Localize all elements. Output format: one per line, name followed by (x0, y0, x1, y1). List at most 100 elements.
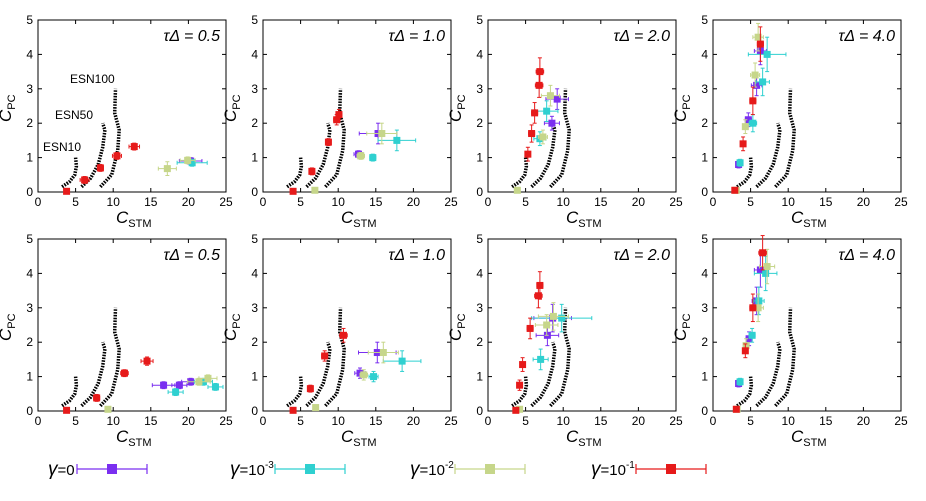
x-axis-label-sub: STM (803, 437, 826, 449)
panel-label: τΔ = 1.0 (388, 28, 445, 45)
y-tick-label: 3 (26, 82, 33, 96)
x-axis-label-sub: STM (128, 218, 151, 230)
x-axis-label-main: C (791, 208, 804, 227)
data-point (543, 107, 551, 115)
y-axis-label: CPC (221, 94, 243, 122)
data-point (370, 373, 378, 381)
x-tick-label: 0 (260, 414, 267, 428)
data-point (113, 152, 121, 160)
data-point (736, 159, 744, 167)
data-point (184, 156, 192, 164)
data-point (360, 371, 368, 379)
x-axis-label-sub: STM (578, 218, 601, 230)
data-point (289, 187, 297, 195)
esn-curve-esn10 (61, 376, 79, 408)
y-tick-label: 5 (26, 13, 33, 27)
y-tick-label: 3 (476, 82, 483, 96)
panel-label: τΔ = 0.5 (163, 247, 220, 264)
data-point (306, 385, 314, 393)
legend-label: γ=10-2 (410, 459, 454, 480)
y-tick-label: 4 (26, 47, 33, 61)
x-axis-label: CSTM (341, 427, 377, 449)
data-point (513, 186, 521, 194)
curve-label-esn50: ESN50 (55, 108, 93, 122)
x-tick-label: 5 (522, 414, 529, 428)
data-point (339, 331, 347, 339)
x-axis-label-main: C (566, 208, 579, 227)
esn-curve-esn100 (774, 88, 796, 188)
y-tick-label: 5 (251, 13, 258, 27)
legend-text: =10 (240, 462, 265, 479)
x-tick-label: 10 (557, 414, 571, 428)
data-point (312, 404, 320, 412)
panel-label: τΔ = 4.0 (838, 28, 895, 45)
x-tick-label: 5 (747, 195, 754, 209)
data-point (754, 33, 762, 41)
data-point (188, 159, 196, 167)
esn-curve-esn50 (530, 341, 557, 408)
y-tick-label: 4 (251, 266, 258, 280)
esn-curve-esn50 (755, 341, 782, 408)
data-point (357, 152, 365, 160)
plot-frame (37, 238, 227, 412)
x-tick-label: 15 (819, 414, 833, 428)
y-axis-label-sub: PC (681, 94, 693, 109)
esn-curve-esn100 (774, 307, 796, 407)
legend-marker (107, 464, 117, 474)
x-tick-label: 0 (35, 195, 42, 209)
legend-text: =10 (420, 462, 445, 479)
y-tick-label: 3 (251, 301, 258, 315)
y-axis-label: CPC (446, 313, 468, 341)
data-point (749, 304, 757, 312)
panel-label: τΔ = 2.0 (613, 28, 670, 45)
y-axis-label-main: C (671, 328, 690, 341)
data-point (756, 266, 764, 274)
y-tick-label: 3 (701, 301, 708, 315)
legend-marker (485, 464, 495, 474)
y-axis-label-sub: PC (681, 313, 693, 328)
data-point (289, 406, 297, 414)
x-axis-label-sub: STM (128, 437, 151, 449)
esn-curve-esn10 (286, 157, 304, 189)
data-point (536, 281, 544, 289)
plot-frame (712, 19, 902, 193)
x-tick-label: 20 (632, 195, 646, 209)
x-tick-label: 20 (857, 414, 871, 428)
y-axis-label-main: C (671, 109, 690, 122)
plot-frame (262, 238, 452, 412)
legend-exponent: -1 (626, 460, 635, 471)
y-tick-label: 2 (476, 335, 483, 349)
data-point (204, 374, 212, 382)
legend-marker (666, 464, 676, 474)
y-tick-label: 2 (476, 116, 483, 130)
data-point (763, 50, 771, 58)
data-point (531, 109, 539, 117)
x-tick-label: 20 (182, 195, 196, 209)
x-tick-label: 5 (297, 414, 304, 428)
y-tick-label: 0 (701, 404, 708, 418)
y-tick-label: 0 (476, 404, 483, 418)
data-point (143, 357, 151, 365)
data-point (537, 355, 545, 363)
x-axis-label-sub: STM (578, 437, 601, 449)
panel-label: τΔ = 4.0 (838, 247, 895, 264)
data-point (736, 378, 744, 386)
data-point (172, 388, 180, 396)
data-point (548, 119, 556, 127)
data-point (755, 297, 763, 305)
data-point (751, 71, 759, 79)
x-tick-label: 10 (332, 414, 346, 428)
data-point (81, 176, 89, 184)
panel-label: τΔ = 0.5 (163, 28, 220, 45)
x-tick-label: 0 (710, 414, 717, 428)
x-tick-label: 10 (332, 195, 346, 209)
y-tick-label: 5 (476, 232, 483, 246)
y-axis-label-sub: PC (456, 313, 468, 328)
